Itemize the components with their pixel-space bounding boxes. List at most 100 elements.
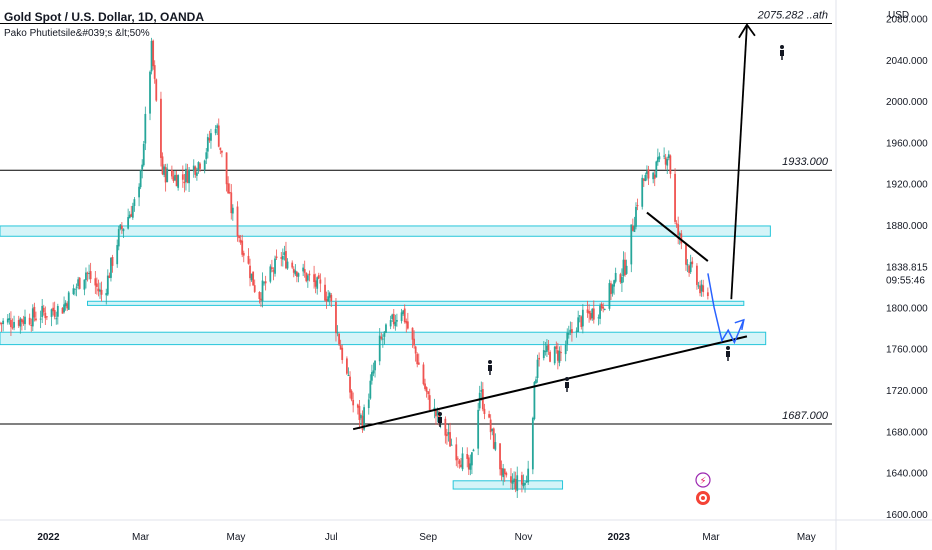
candle-body — [122, 228, 125, 232]
candle-body — [633, 225, 636, 232]
candle-body — [533, 381, 536, 419]
candle-body — [142, 143, 145, 166]
candle-body — [589, 313, 592, 320]
candle-body — [219, 147, 222, 150]
candle-body — [10, 319, 12, 328]
candle-body — [194, 166, 197, 175]
candle-body — [349, 376, 351, 393]
candle-body — [336, 332, 339, 334]
candle-body — [314, 280, 317, 287]
candle-body — [588, 311, 591, 314]
candles — [0, 37, 709, 498]
candle-body — [592, 308, 595, 320]
candle-body — [264, 281, 267, 284]
candle-body — [249, 265, 251, 279]
x-tick-label: Jul — [325, 532, 338, 543]
indicator-label: Pako Phutietsile&#039;s &lt;50% — [4, 28, 150, 39]
x-tick-label: 2022 — [37, 532, 60, 543]
candle-body — [688, 265, 691, 273]
person-body — [726, 351, 730, 357]
candle-body — [160, 98, 162, 158]
candle-body — [352, 399, 355, 406]
candle-body — [642, 178, 645, 181]
candle-body — [553, 346, 556, 364]
candle-body — [555, 346, 558, 349]
candle-body — [17, 319, 20, 326]
candle-body — [203, 160, 206, 170]
support-resistance-zone — [0, 225, 771, 237]
candle-body — [489, 419, 492, 433]
candle-body — [527, 468, 530, 483]
candle-body — [350, 390, 353, 400]
candle-body — [214, 129, 217, 134]
candle-body — [511, 480, 514, 484]
candle-body — [449, 432, 451, 447]
candle-body — [144, 113, 147, 144]
candle-body — [691, 261, 694, 265]
candle-body — [272, 270, 275, 272]
candle-body — [581, 309, 584, 327]
candle-body — [514, 479, 517, 490]
candle-body — [164, 167, 167, 183]
candle-body — [608, 283, 611, 309]
target-arrow — [730, 24, 748, 300]
candle-body — [611, 284, 614, 294]
candle-body — [41, 305, 44, 318]
y-tick-label: 1640.000 — [886, 469, 928, 480]
candle-body — [317, 275, 320, 279]
candle-body — [261, 280, 264, 302]
candle-body — [383, 331, 386, 337]
candle-body — [385, 324, 387, 333]
candle-body — [89, 271, 92, 280]
candle-body — [483, 408, 486, 414]
candle-body — [549, 351, 551, 362]
candle-body — [66, 303, 69, 309]
candle-body — [280, 257, 283, 259]
candle-body — [367, 399, 370, 409]
candle-body — [591, 308, 594, 319]
candle-body — [252, 271, 255, 286]
candle-body — [163, 166, 165, 175]
candle-body — [52, 307, 55, 312]
country-flag-dot — [701, 496, 705, 500]
level-label: 1687.000 — [782, 410, 829, 422]
candle-body — [524, 483, 526, 485]
candle-body — [208, 138, 211, 141]
candle-body — [2, 320, 5, 325]
candle-body — [170, 170, 173, 177]
candle-body — [666, 159, 669, 166]
candle-body — [197, 162, 200, 171]
candle-body — [577, 317, 580, 333]
candle-body — [330, 294, 333, 302]
candle-body — [94, 278, 97, 286]
candle-body — [538, 357, 541, 360]
candle-body — [50, 309, 53, 317]
person-marker-icon — [780, 45, 784, 60]
candle-body — [564, 344, 567, 355]
current-price-label: 1838.815 — [886, 262, 928, 273]
candle-body — [644, 175, 647, 182]
person-body — [780, 50, 784, 56]
candle-body — [636, 205, 639, 207]
candle-body — [313, 274, 315, 282]
candle-body — [64, 302, 67, 307]
candle-body — [346, 358, 348, 374]
candle-body — [510, 476, 512, 483]
candle-body — [177, 175, 180, 188]
candle-body — [499, 443, 501, 470]
candle-body — [586, 309, 589, 313]
candle-body — [119, 224, 122, 229]
candle-body — [138, 186, 140, 198]
candle-body — [675, 223, 678, 225]
candle-body — [405, 321, 408, 324]
candle-body — [413, 338, 415, 346]
candle-body — [297, 273, 300, 277]
candle-body — [35, 318, 37, 321]
candle-body — [67, 292, 70, 310]
candle-body — [175, 174, 178, 187]
candle-body — [461, 453, 464, 470]
candle-body — [597, 317, 600, 319]
candle-body — [39, 318, 42, 320]
candle-body — [250, 273, 253, 281]
